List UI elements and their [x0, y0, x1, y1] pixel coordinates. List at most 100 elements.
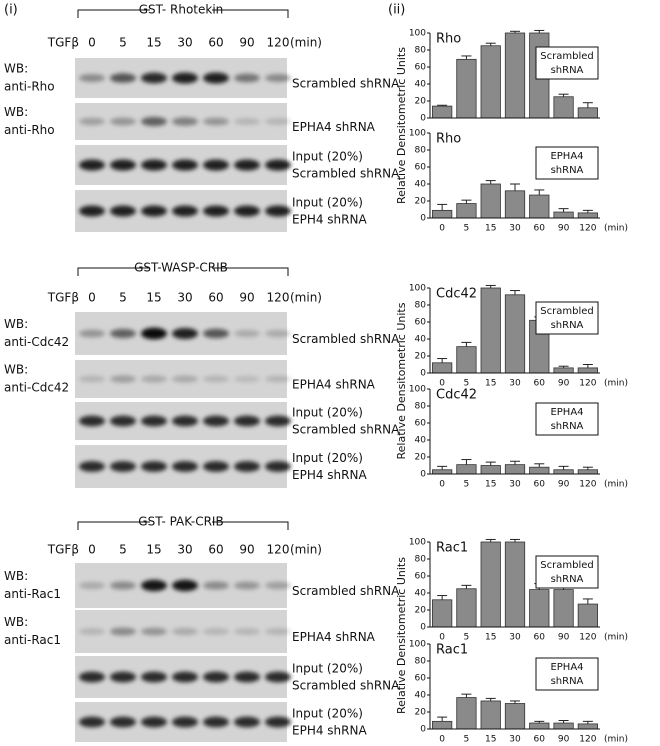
- sample-label: EPH4 shRNA: [292, 468, 367, 482]
- antibody-label: WB:: [4, 62, 28, 76]
- legend-text: shRNA: [551, 676, 584, 687]
- x-unit: (min): [604, 379, 628, 389]
- unit-label: (min): [290, 291, 322, 305]
- band: [79, 117, 105, 126]
- antibody-label: WB:: [4, 105, 28, 119]
- legend-text: Scrambled: [540, 560, 593, 571]
- band: [234, 461, 260, 472]
- lane-label: 120: [267, 36, 290, 50]
- legend-box: [535, 402, 599, 436]
- band: [79, 461, 105, 472]
- bracket: [77, 9, 289, 18]
- y-tick-label: 80: [415, 657, 427, 667]
- bar: [504, 294, 526, 374]
- x-tick-label: 120: [579, 633, 596, 643]
- y-tick-label: 0: [420, 725, 426, 735]
- band: [110, 627, 136, 636]
- axes: [429, 542, 600, 628]
- band: [79, 205, 105, 217]
- x-tick-label: 90: [558, 379, 570, 389]
- band: [265, 159, 291, 171]
- band: [172, 375, 198, 383]
- bar: [456, 203, 477, 219]
- band: [234, 375, 260, 383]
- bar: [553, 722, 574, 730]
- band: [265, 461, 291, 472]
- y-tick-label: 40: [415, 335, 427, 345]
- legend-box: [535, 301, 599, 335]
- x-tick-label: 0: [439, 633, 445, 643]
- band: [141, 579, 167, 592]
- band: [172, 72, 198, 84]
- chart-title: Rac1: [436, 541, 468, 556]
- legend-text: EPHA4: [550, 151, 583, 162]
- band: [234, 118, 260, 125]
- x-tick-label: 30: [509, 480, 521, 490]
- band: [234, 73, 260, 83]
- band: [234, 159, 260, 171]
- section-title: GST- PAK-CRIB: [138, 515, 223, 529]
- x-tick-label: 30: [509, 379, 521, 389]
- x-tick-label: 60: [534, 633, 546, 643]
- y-tick-label: 60: [415, 674, 427, 684]
- legend-box: [535, 555, 599, 589]
- band: [79, 716, 105, 728]
- band: [172, 205, 198, 217]
- band: [203, 328, 229, 339]
- band: [110, 159, 136, 171]
- bar: [456, 588, 477, 628]
- y-tick-label: 0: [420, 369, 426, 379]
- bar: [480, 465, 501, 475]
- legend-text: shRNA: [551, 421, 584, 432]
- bar: [432, 209, 453, 219]
- panel-label: (i): [4, 3, 18, 18]
- sample-label: Input (20%): [292, 451, 363, 465]
- bar: [504, 32, 526, 119]
- y-tick-label: 100: [409, 129, 426, 139]
- legend-text: shRNA: [551, 165, 584, 176]
- x-tick-label: 90: [558, 735, 570, 745]
- band: [141, 327, 167, 340]
- band: [110, 415, 136, 427]
- y-tick-label: 0: [420, 114, 426, 124]
- x-tick-label: 60: [534, 480, 546, 490]
- band: [141, 159, 167, 171]
- sample-label: EPHA4 shRNA: [292, 630, 376, 644]
- bar: [553, 469, 574, 475]
- bar: [432, 599, 453, 628]
- sample-label: Scrambled shRNA: [292, 679, 400, 693]
- x-tick-label: 30: [509, 633, 521, 643]
- x-tick-label: 15: [485, 633, 496, 643]
- x-tick-label: 5: [464, 735, 470, 745]
- band: [172, 327, 198, 340]
- band: [203, 581, 229, 590]
- bar: [529, 722, 550, 730]
- antibody-label: WB:: [4, 317, 28, 331]
- bar: [480, 45, 501, 119]
- legend-box: [535, 657, 599, 691]
- axes: [429, 389, 600, 475]
- bar: [456, 464, 477, 475]
- lane-label: 90: [239, 543, 254, 557]
- section-title: GST-WASP-CRIB: [134, 261, 228, 275]
- bar: [529, 589, 550, 628]
- band: [110, 73, 136, 83]
- band: [265, 73, 291, 83]
- y-tick-label: 60: [415, 318, 427, 328]
- band: [110, 671, 136, 683]
- x-tick-label: 120: [579, 480, 596, 490]
- x-tick-label: 15: [485, 480, 496, 490]
- band: [172, 415, 198, 427]
- band: [79, 415, 105, 427]
- bar: [553, 96, 574, 119]
- band: [203, 628, 229, 635]
- x-tick-label: 60: [534, 224, 546, 234]
- band: [203, 671, 229, 683]
- bar: [456, 697, 477, 730]
- bar: [504, 703, 526, 730]
- bracket: [77, 267, 289, 276]
- y-tick-label: 100: [409, 385, 426, 395]
- band: [234, 415, 260, 427]
- bar: [577, 212, 598, 219]
